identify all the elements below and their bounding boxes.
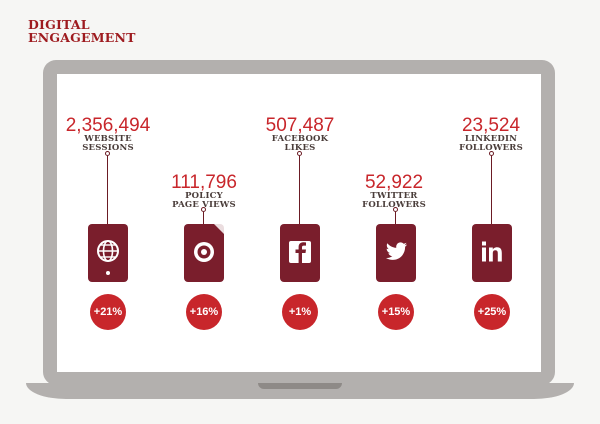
metric-label-line-2: FOLLOWERS <box>459 143 523 153</box>
metric-label-line-1: WEBSITE <box>84 134 132 144</box>
metric-label-line-2: SESSIONS <box>82 143 134 153</box>
connector-dot <box>489 151 494 156</box>
metric-label-line-2: FOLLOWERS <box>362 200 426 210</box>
globe-icon <box>97 240 119 275</box>
metric-value: 2,356,494 <box>65 115 151 136</box>
tablet-device <box>184 224 224 282</box>
linkedin-icon <box>482 241 502 262</box>
metric-label: TWITTER FOLLOWERS <box>334 192 454 210</box>
metric-label-line-2: PAGE VIEWS <box>172 200 236 210</box>
connector-dot <box>201 207 206 212</box>
connector-line <box>203 212 204 224</box>
metric-value: 23,524 <box>461 115 521 136</box>
metric-label: LINKEDIN FOLLOWERS <box>431 135 551 153</box>
twitter-icon <box>386 242 408 260</box>
title-line-1: DIGITAL <box>28 17 90 32</box>
metric-value: 52,922 <box>364 172 424 193</box>
metric-twitter-followers: 52,922 TWITTER FOLLOWERS <box>334 173 454 210</box>
connector-line <box>395 212 396 224</box>
metric-linkedin-followers: 23,524 LINKEDIN FOLLOWERS <box>431 116 551 153</box>
connector-line <box>491 156 492 224</box>
metric-label: FACEBOOK LIKES <box>240 135 360 153</box>
tablet-device <box>376 224 416 282</box>
metric-policy-page-views: 111,796 POLICY PAGE VIEWS <box>144 173 264 210</box>
change-badge: +25% <box>474 294 510 330</box>
change-badge: +15% <box>378 294 414 330</box>
metric-label-line-1: FACEBOOK <box>271 134 329 144</box>
metric-label: WEBSITE SESSIONS <box>48 135 168 153</box>
document-icon <box>194 224 224 262</box>
connector-dot <box>105 151 110 156</box>
change-badge: +21% <box>90 294 126 330</box>
phone-device <box>280 224 320 282</box>
metric-value: 111,796 <box>171 172 237 193</box>
laptop-notch <box>258 383 342 389</box>
page-title: DIGITAL ENGAGEMENT <box>28 18 136 44</box>
metric-label-line-1: LINKEDIN <box>464 134 518 144</box>
connector-line <box>299 156 300 224</box>
connector-line <box>107 156 108 224</box>
metric-facebook-likes: 507,487 FACEBOOK LIKES <box>240 116 360 153</box>
phone-device <box>88 224 128 282</box>
metric-website-sessions: 2,356,494 WEBSITE SESSIONS <box>48 116 168 153</box>
title-line-2: ENGAGEMENT <box>28 30 136 45</box>
connector-dot <box>393 207 398 212</box>
change-badge: +16% <box>186 294 222 330</box>
laptop-base <box>26 383 574 399</box>
connector-dot <box>297 151 302 156</box>
tablet-device <box>472 224 512 282</box>
facebook-icon <box>289 241 311 263</box>
metric-label-line-1: TWITTER <box>370 191 418 201</box>
metric-label-line-2: LIKES <box>284 143 316 153</box>
change-badge: +1% <box>282 294 318 330</box>
metric-value: 507,487 <box>265 115 335 136</box>
metric-label-line-1: POLICY <box>185 191 223 201</box>
metric-label: POLICY PAGE VIEWS <box>144 192 264 210</box>
